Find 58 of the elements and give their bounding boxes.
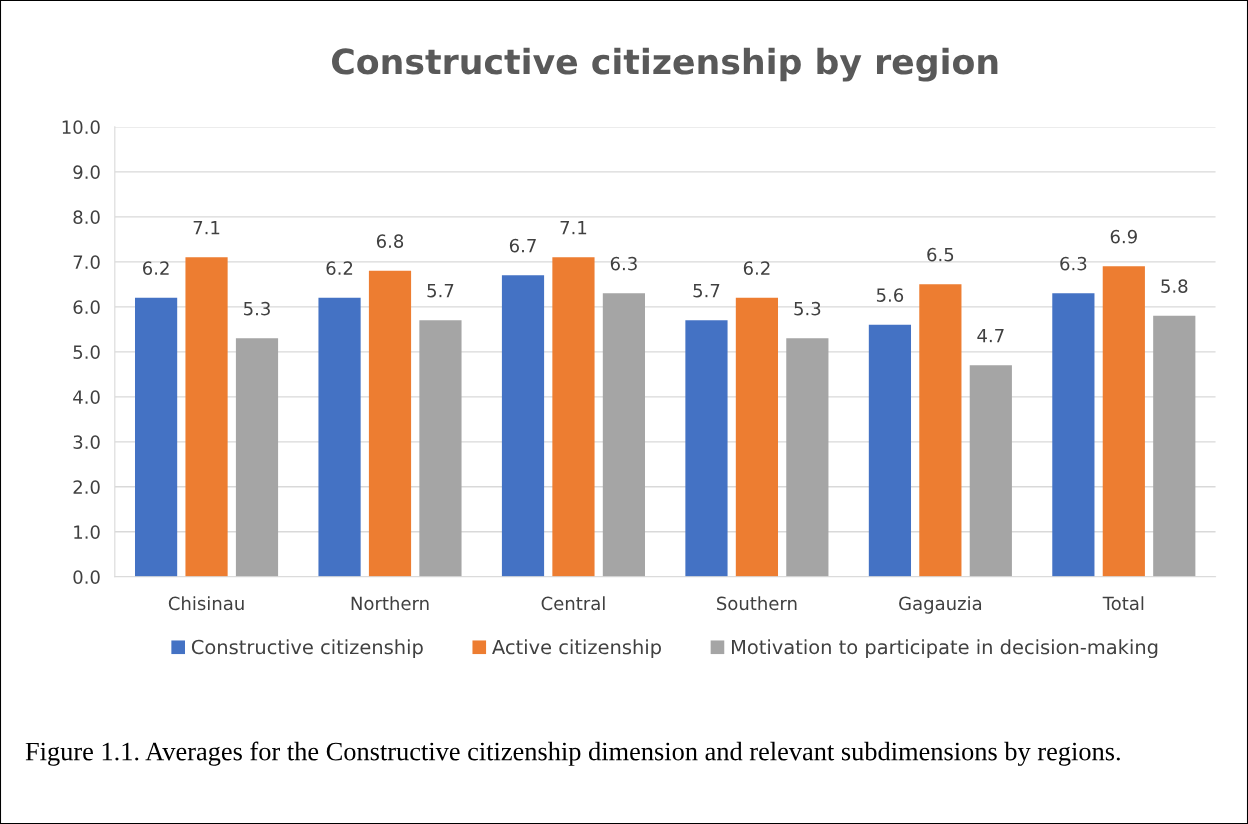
x-tick-label: Chisinau — [168, 596, 244, 611]
data-label: 4.7 — [977, 328, 1004, 343]
y-tick-label: 6.0 — [73, 300, 100, 314]
y-tick-label: 1.0 — [74, 525, 100, 539]
x-tick-label: Gagauzia — [899, 596, 982, 614]
data-label: 5.7 — [693, 283, 720, 298]
bar — [969, 365, 1012, 577]
bar — [919, 284, 962, 577]
bar — [318, 297, 361, 577]
y-tick-label: 7.0 — [73, 255, 100, 269]
legend-label: Constructive citizenship — [191, 639, 423, 659]
bar — [602, 293, 645, 577]
bar — [552, 257, 595, 577]
bar — [501, 275, 545, 577]
data-label: 5.8 — [1161, 279, 1188, 293]
data-label: 6.7 — [509, 238, 536, 253]
caption: Figure 1.1. Averages for the Constructive citizenship dimension and relevant subdimensions by regions. — [25, 741, 1120, 766]
y-tick-label: 2.0 — [73, 480, 100, 494]
y-tick-label: 5.0 — [73, 345, 100, 359]
data-label: 5.3 — [244, 301, 270, 316]
y-tick-label: 0.0 — [73, 570, 100, 584]
data-label: 6.3 — [610, 256, 637, 271]
y-tick-label: 8.0 — [73, 210, 100, 224]
legend-label: Motivation to participate in decision-making — [732, 639, 1158, 659]
data-label: 6.2 — [743, 261, 770, 275]
data-label: 6.8 — [376, 234, 404, 248]
bar — [1052, 293, 1095, 577]
data-label: 7.1 — [560, 221, 587, 235]
data-label: 5.3 — [794, 301, 821, 316]
data-label: 7.1 — [193, 221, 220, 235]
data-label: 6.5 — [927, 247, 954, 262]
x-tick-label: Central — [541, 596, 605, 611]
bar — [185, 257, 228, 577]
x-tick-label: Southern — [717, 596, 797, 611]
data-label: 6.9 — [1110, 229, 1137, 244]
bar — [1102, 266, 1145, 577]
data-label: 5.7 — [427, 283, 454, 298]
data-label: 6.2 — [326, 261, 353, 275]
x-tick-label: Northern — [351, 596, 429, 611]
y-tick-label: 3.0 — [73, 435, 100, 449]
bar — [135, 297, 178, 577]
bar — [735, 297, 779, 577]
bar — [368, 270, 412, 577]
bar — [868, 324, 912, 577]
bar — [1153, 315, 1196, 577]
chart-title: Constructive citizenship by region — [332, 47, 998, 82]
y-tick-label: 9.0 — [73, 165, 100, 179]
data-label: 5.6 — [876, 288, 904, 302]
bar — [419, 320, 462, 577]
bar — [235, 338, 279, 577]
y-tick-label: 10.0 — [62, 120, 100, 135]
data-label: 6.3 — [1060, 256, 1087, 271]
bar — [685, 320, 728, 577]
data-label: 6.2 — [143, 261, 169, 275]
x-tick-label: Total — [1102, 596, 1144, 611]
bar — [786, 338, 829, 577]
y-tick-label: 4.0 — [73, 390, 100, 404]
legend-label: Active citizenship — [492, 639, 661, 659]
